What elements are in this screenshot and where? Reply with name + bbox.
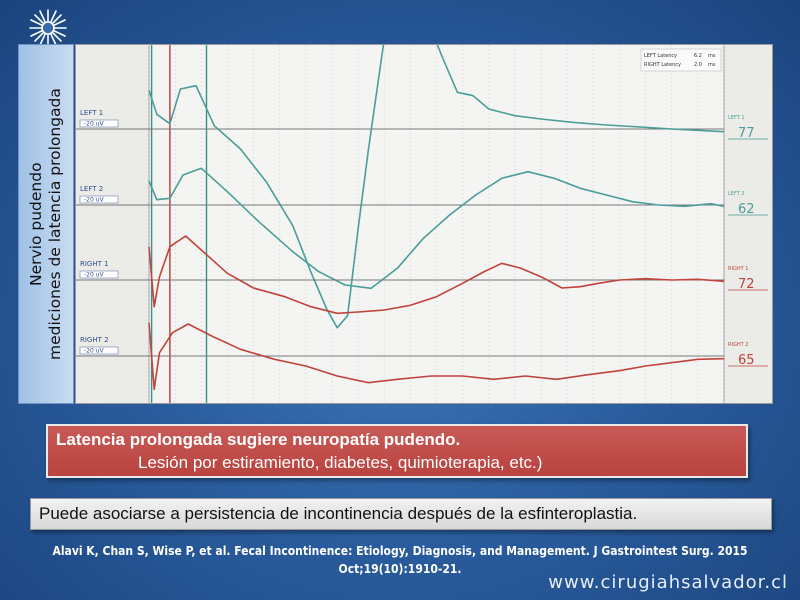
- end-value: 72: [738, 277, 755, 292]
- latency-info-box: [640, 48, 722, 72]
- end-value: 77: [738, 126, 755, 141]
- end-value: 65: [738, 353, 755, 368]
- findings-line1: Latencia prolongada sugiere neuropatía p…: [56, 430, 461, 449]
- citation-line2: Oct;19(10):1910-21.: [338, 562, 462, 576]
- channel-gain: -20 uV: [84, 272, 105, 279]
- latency-info-value: 2.0: [694, 62, 702, 68]
- starburst-logo-icon: [29, 9, 67, 47]
- trace-left-2: [148, 167, 725, 290]
- latency-info-unit: ms: [708, 53, 716, 59]
- channel-label: RIGHT 2: [80, 336, 109, 344]
- latency-info-label: RIGHT Latency: [644, 62, 681, 68]
- note-text: Puede asociarse a persistencia de incont…: [39, 504, 638, 523]
- gain-box: [79, 346, 119, 355]
- gain-box: [79, 195, 119, 204]
- side-title-line2: mediciones de latencia prolongada: [46, 88, 64, 360]
- citation: Alavi K, Chan S, Wise P, et al. Fecal In…: [40, 542, 760, 578]
- channel-gain: -20 uV: [84, 121, 105, 128]
- side-title-line1: Nervio pudendo: [27, 162, 45, 286]
- emg-trace-plot: LEFT 1 -20 uV LEFT 1 77 LEFT 2 -20 uV LEFT 2 62…: [76, 45, 772, 403]
- trace-left-1: [148, 45, 725, 329]
- end-value-label: LEFT 2: [728, 191, 745, 197]
- channel-gain: -20 uV: [84, 348, 105, 355]
- channel-label: LEFT 1: [80, 109, 103, 117]
- end-value-label: LEFT 1: [728, 115, 745, 121]
- side-title: Nervio pudendo mediciones de latencia pr…: [20, 48, 72, 400]
- emg-chart: LEFT 1 -20 uV LEFT 1 77 LEFT 2 -20 uV LEFT 2 62…: [75, 44, 773, 404]
- end-value: 62: [738, 202, 755, 217]
- latency-info-label: LEFT Latency: [644, 53, 677, 59]
- channel-label: RIGHT 1: [80, 260, 109, 268]
- right-value-column: [724, 45, 772, 403]
- gain-box: [79, 119, 119, 128]
- side-title-panel: [18, 44, 74, 404]
- trace-right-1: [148, 235, 725, 315]
- note-box: Puede asociarse a persistencia de incont…: [30, 498, 772, 530]
- channel-label: LEFT 2: [80, 185, 103, 193]
- website-url: www.cirugiahsalvador.cl: [548, 572, 788, 593]
- left-label-column: [76, 45, 149, 403]
- channel-gain: -20 uV: [84, 197, 105, 204]
- findings-box: Latencia prolongada sugiere neuropatía p…: [46, 424, 748, 478]
- gain-box: [79, 270, 119, 279]
- findings-line2: Lesión por estiramiento, diabetes, quimi…: [138, 453, 543, 472]
- trace-right-2: [148, 322, 725, 391]
- latency-info-value: 6.2: [694, 53, 702, 59]
- citation-line1: Alavi K, Chan S, Wise P, et al. Fecal In…: [52, 544, 748, 558]
- latency-info-unit: ms: [708, 62, 716, 68]
- end-value-label: RIGHT 2: [728, 342, 748, 348]
- end-value-label: RIGHT 1: [728, 266, 748, 272]
